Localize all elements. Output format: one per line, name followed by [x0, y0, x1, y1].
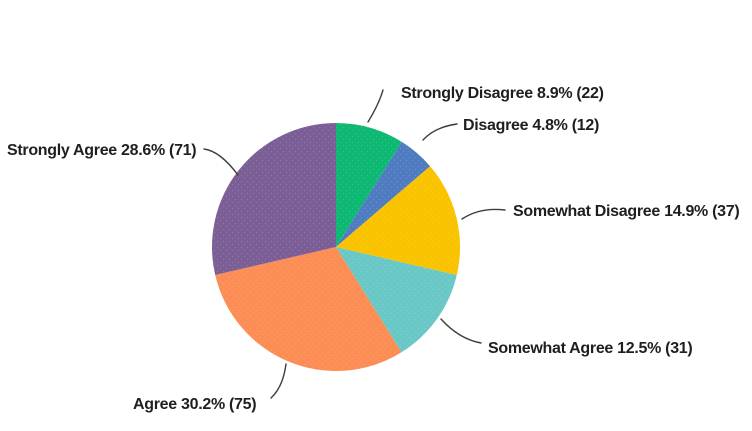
leader-line-strongly-disagree: [367, 89, 384, 123]
slice-label-somewhat-disagree: Somewhat Disagree 14.9% (37): [513, 203, 740, 220]
leader-line-somewhat-disagree: [461, 208, 506, 220]
slice-label-strongly-disagree: Strongly Disagree 8.9% (22): [401, 85, 604, 102]
slice-label-disagree: Disagree 4.8% (12): [463, 117, 600, 134]
leader-line-strongly-agree: [203, 148, 239, 176]
leader-line-agree: [270, 363, 287, 399]
slice-label-somewhat-agree: Somewhat Agree 12.5% (31): [488, 340, 693, 357]
slice-label-agree: Agree 30.2% (75): [133, 396, 257, 413]
leader-line-somewhat-agree: [440, 318, 482, 344]
leader-line-disagree: [422, 123, 458, 141]
slice-label-strongly-agree: Strongly Agree 28.6% (71): [7, 142, 197, 159]
pie-slices-group: [212, 123, 461, 371]
leader-lines-group: [203, 89, 506, 399]
